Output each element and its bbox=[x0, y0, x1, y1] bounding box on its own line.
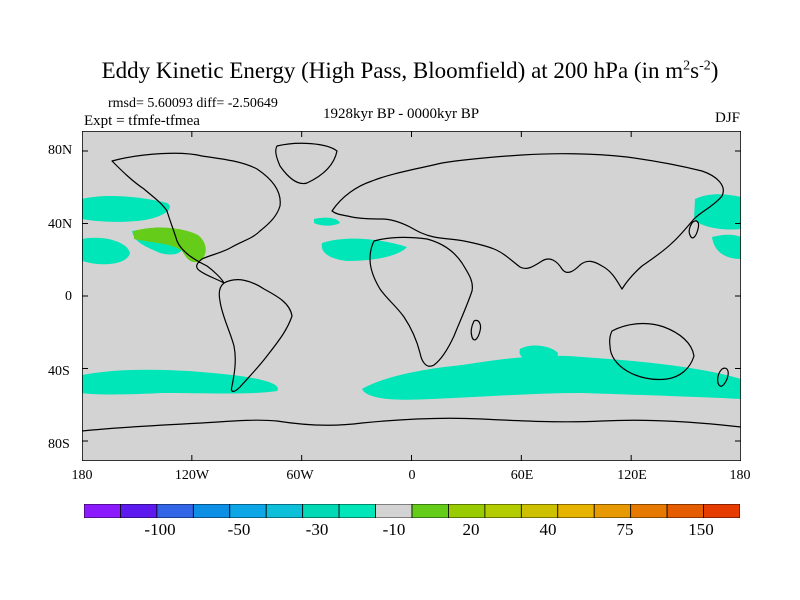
colorbar-swatch bbox=[557, 504, 595, 518]
coast-europe-asia bbox=[331, 153, 724, 290]
x-tick-60W: 60W bbox=[286, 468, 314, 483]
anomaly-regions bbox=[82, 194, 741, 400]
y-tick-40N: 40N bbox=[48, 217, 73, 232]
colorbar-swatch bbox=[666, 504, 704, 518]
ocean-background bbox=[82, 131, 741, 461]
x-tick-120W: 120W bbox=[174, 468, 210, 483]
southern-ocean-pacific bbox=[82, 369, 278, 395]
north-atlantic bbox=[321, 238, 407, 261]
colorbar-label: 150 bbox=[688, 520, 714, 539]
coast-africa bbox=[369, 236, 473, 367]
coast-greenland bbox=[275, 142, 338, 185]
season-label: DJF bbox=[714, 110, 740, 126]
x-tick-180-left: 180 bbox=[71, 468, 93, 483]
axis-ticks bbox=[82, 131, 741, 461]
colorbar-swatch bbox=[520, 504, 559, 518]
world-map bbox=[82, 131, 741, 461]
colorbar-label: -50 bbox=[227, 520, 251, 539]
x-tick-120E: 120E bbox=[617, 468, 647, 483]
coast-japan bbox=[688, 220, 700, 239]
coast-madagascar bbox=[470, 319, 482, 341]
northwest-pacific bbox=[694, 194, 741, 230]
x-tick-60E: 60E bbox=[510, 468, 534, 483]
south-indian-blob bbox=[519, 345, 558, 362]
north-pacific-east bbox=[82, 237, 130, 265]
colorbar-swatch bbox=[593, 504, 632, 518]
colorbar-swatch bbox=[703, 504, 740, 518]
colorbar-label: 40 bbox=[539, 520, 557, 539]
chart-title: Eddy Kinetic Energy (High Pass, Bloomfie… bbox=[101, 58, 719, 83]
colorbar-label: -10 bbox=[382, 520, 406, 539]
colorbar-swatch bbox=[375, 504, 413, 518]
stats-label: rmsd= 5.60093 diff= -2.50649 bbox=[108, 96, 278, 111]
period-label: 1928kyr BP - 0000kyr BP bbox=[323, 106, 480, 122]
coast-antarctica bbox=[82, 417, 741, 432]
colorbar-swatch bbox=[302, 504, 340, 518]
north-pacific-west bbox=[82, 196, 170, 222]
coast-north-america bbox=[111, 152, 281, 284]
colorbar-swatch bbox=[120, 504, 158, 518]
colorbar-swatch bbox=[484, 504, 522, 518]
y-tick-0: 0 bbox=[65, 289, 72, 304]
colorbar-swatch bbox=[229, 504, 267, 518]
colorbar-swatch bbox=[192, 504, 231, 518]
colorbar bbox=[84, 504, 740, 518]
coast-australia bbox=[609, 322, 695, 381]
southern-ocean-indian bbox=[362, 355, 741, 400]
colorbar-swatch bbox=[84, 504, 121, 518]
colorbar-swatch bbox=[630, 504, 668, 518]
x-tick-0: 0 bbox=[408, 468, 416, 483]
coast-new-zealand bbox=[717, 367, 729, 387]
y-tick-80S: 80S bbox=[48, 437, 70, 452]
colorbar-label: 75 bbox=[616, 520, 634, 539]
colorbar-label: -30 bbox=[305, 520, 329, 539]
colorbar-swatch bbox=[411, 504, 449, 518]
experiment-label: Expt = tfmfe-tfmea bbox=[84, 113, 200, 129]
colorbar-swatch bbox=[448, 504, 486, 518]
north-atlantic-small bbox=[314, 217, 340, 226]
y-tick-40S: 40S bbox=[48, 364, 70, 379]
coast-south-america bbox=[218, 279, 293, 392]
coastlines bbox=[82, 142, 741, 432]
colorbar-swatch bbox=[156, 504, 194, 518]
pacific-far-west bbox=[712, 234, 741, 259]
colorbar-swatch bbox=[265, 504, 304, 518]
colorbar-label: -100 bbox=[144, 520, 176, 539]
colorbar-swatch bbox=[338, 504, 376, 518]
colorbar-label: 20 bbox=[462, 520, 480, 539]
y-tick-80N: 80N bbox=[48, 143, 73, 158]
x-tick-180-right: 180 bbox=[729, 468, 751, 483]
